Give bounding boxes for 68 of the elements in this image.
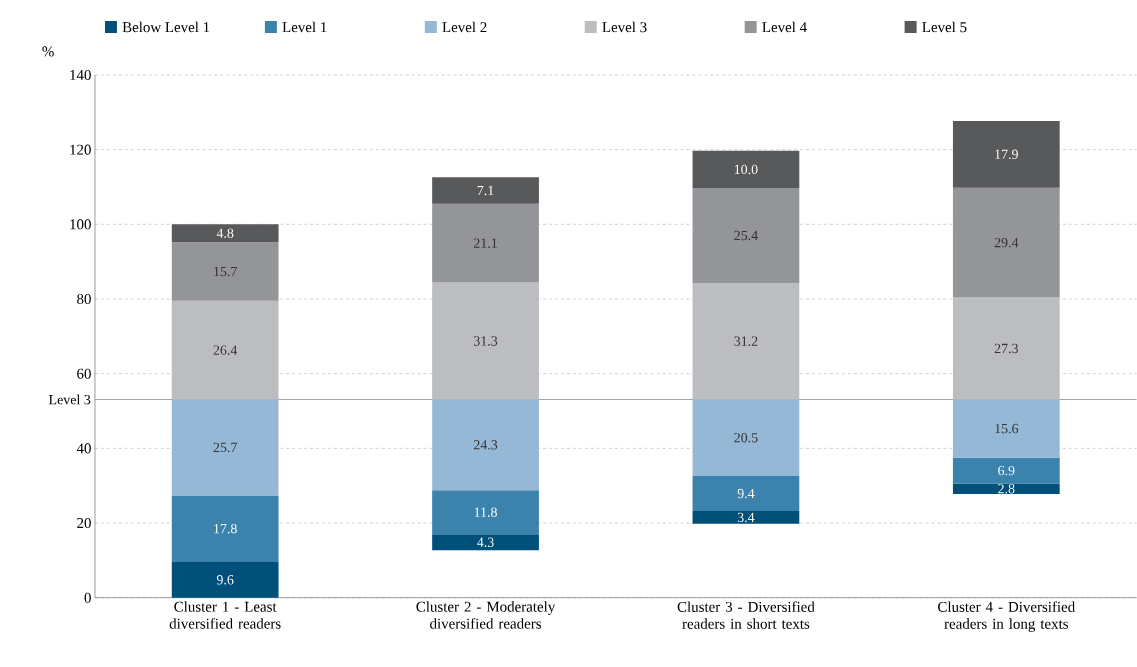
- data-label: 31.3: [474, 336, 498, 346]
- data-label: 3.4: [737, 512, 755, 523]
- bar: [952, 399, 1060, 458]
- y-tick-label: 60: [77, 368, 91, 379]
- data-label: 17.9: [995, 149, 1018, 160]
- y-tick-label: 120: [70, 144, 91, 155]
- legend-label: Level 4: [762, 21, 807, 33]
- y-axis-title: %: [42, 46, 54, 57]
- legend-label: Level 3: [602, 21, 647, 33]
- bar: [171, 399, 279, 496]
- bar: [432, 177, 539, 204]
- x-tick-label: Cluster 3 - Diversified readers in short texts: [677, 601, 815, 629]
- bar: [952, 483, 1060, 495]
- bar: [171, 224, 279, 243]
- data-label: 17.8: [214, 524, 237, 534]
- data-label: 2.8: [998, 484, 1015, 494]
- bar: [432, 399, 539, 491]
- y-tick-label: 20: [77, 518, 91, 529]
- data-label: 15.6: [995, 424, 1019, 434]
- bar: [692, 283, 800, 400]
- bar: [171, 301, 279, 400]
- data-label: 6.9: [998, 466, 1015, 476]
- bar: [692, 476, 800, 512]
- bar: [692, 511, 800, 524]
- data-label: 4.3: [477, 537, 494, 548]
- legend-label: Level 1: [282, 21, 327, 33]
- bar: [952, 457, 1060, 484]
- bar: [692, 399, 800, 477]
- y-tick-label: 140: [70, 70, 91, 81]
- bar: [692, 150, 800, 189]
- data-label: 9.6: [216, 575, 234, 585]
- bar: [171, 495, 279, 563]
- bar: [432, 490, 539, 535]
- y-tick-label: 40: [76, 443, 91, 454]
- bar: [692, 188, 800, 284]
- bar: [171, 242, 279, 302]
- bar: [952, 121, 1060, 188]
- data-label: 20.5: [734, 433, 758, 443]
- data-label: 31.2: [734, 336, 758, 347]
- bar: [432, 534, 539, 551]
- data-label: 27.3: [994, 343, 1018, 354]
- data-label: 11.8: [474, 507, 497, 518]
- data-label: 15.7: [214, 266, 237, 277]
- data-label: 21.1: [473, 238, 497, 249]
- data-label: 25.4: [734, 230, 758, 241]
- x-tick-label: Cluster 4 - Diversified readers in long texts: [938, 601, 1075, 633]
- bar: [171, 562, 279, 598]
- y-tick-label: 0: [84, 592, 91, 603]
- bar: [432, 203, 539, 283]
- data-label: 9.4: [737, 488, 755, 499]
- x-tick-label: Cluster 2 - Moderately diversified readers: [416, 601, 556, 629]
- data-label: 25.7: [213, 442, 237, 453]
- ref-line-label: Level 3: [48, 394, 91, 405]
- data-label: 24.3: [473, 440, 498, 450]
- legend-label: Level 2: [442, 21, 487, 33]
- legend-label: Level 5: [922, 21, 967, 33]
- bar: [952, 187, 1060, 298]
- x-tick-label: Cluster 1 - Least diversified readers: [169, 601, 281, 629]
- bar: [432, 282, 539, 400]
- y-tick-label: 80: [77, 294, 91, 305]
- data-label: 29.4: [994, 238, 1019, 248]
- y-tick-label: 100: [70, 219, 91, 230]
- data-label: 26.4: [213, 345, 238, 356]
- data-label: 7.1: [477, 185, 494, 196]
- bar: [952, 297, 1060, 400]
- data-label: 4.8: [216, 228, 234, 239]
- legend-label: Below Level 1: [122, 21, 210, 33]
- data-label: 10.0: [734, 164, 758, 175]
